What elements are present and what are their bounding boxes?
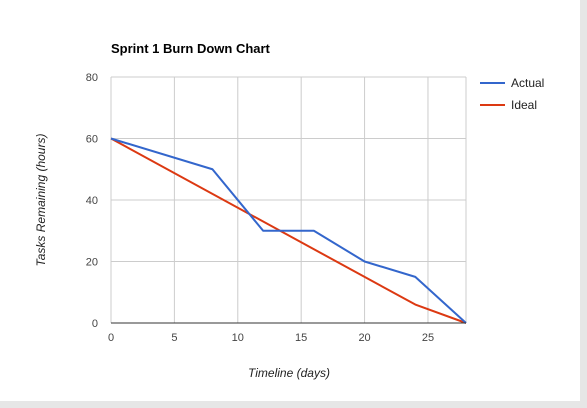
x-axis-title: Timeline (days) — [248, 366, 330, 380]
y-tick-label: 60 — [86, 134, 98, 146]
horizontal-gridlines — [111, 76, 466, 262]
x-tick-label: 5 — [171, 332, 177, 344]
x-tick-label: 10 — [232, 332, 244, 344]
x-tick-label: 0 — [108, 332, 114, 344]
series-line-ideal — [110, 137, 467, 324]
y-tick-label: 40 — [86, 195, 98, 207]
y-tick-label: 20 — [86, 257, 98, 269]
burn-down-chart: Sprint 1 Burn Down Chart 0 5 10 15 20 25 0 20 4… — [34, 41, 544, 380]
legend: Actual Ideal — [480, 76, 544, 112]
y-tick-label: 0 — [92, 318, 98, 330]
series-lines — [110, 137, 467, 324]
y-axis-tick-labels: 0 20 40 60 80 — [86, 72, 98, 330]
x-tick-label: 15 — [295, 332, 307, 344]
series-line-actual — [110, 137, 467, 324]
y-tick-label: 80 — [86, 72, 98, 84]
legend-label-actual: Actual — [511, 76, 544, 90]
legend-label-ideal: Ideal — [511, 98, 537, 112]
y-axis-title: Tasks Remaining (hours) — [34, 134, 48, 267]
chart-title: Sprint 1 Burn Down Chart — [111, 41, 271, 56]
x-tick-label: 20 — [358, 332, 370, 344]
chart-card: Sprint 1 Burn Down Chart 0 5 10 15 20 25 0 20 4… — [0, 0, 580, 401]
x-axis-tick-labels: 0 5 10 15 20 25 — [108, 332, 434, 344]
x-tick-label: 25 — [422, 332, 434, 344]
